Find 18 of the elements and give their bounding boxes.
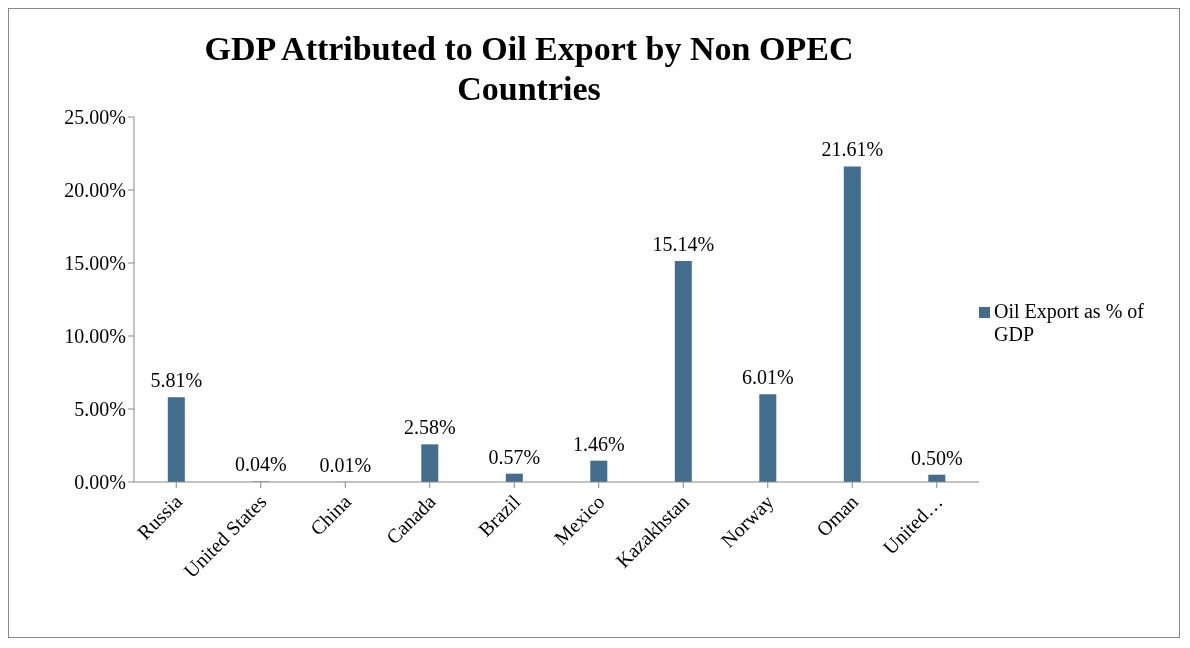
y-tick-label: 15.00% — [64, 252, 126, 275]
data-label: 0.04% — [234, 453, 287, 476]
y-tick-label: 10.00% — [64, 325, 126, 348]
data-label: 6.01% — [741, 366, 794, 389]
data-label: 15.14% — [652, 232, 715, 255]
chart-title: GDP Attributed to Oil Export by Non OPEC Countries — [203, 29, 855, 109]
data-label: 2.58% — [403, 416, 456, 439]
y-tick-label: 0.00% — [74, 471, 126, 494]
y-tick-label: 20.00% — [64, 179, 126, 202]
legend-label: Oil Export as % of GDP — [994, 300, 1145, 346]
data-label: 1.46% — [572, 432, 625, 455]
y-tick-label: 5.00% — [74, 398, 126, 421]
y-tick-label: 25.00% — [64, 106, 126, 129]
data-label: 0.57% — [488, 445, 541, 468]
data-label: 0.50% — [910, 446, 963, 469]
data-label: 0.01% — [319, 453, 372, 476]
data-label: 5.81% — [150, 369, 203, 392]
data-label: 21.61% — [821, 138, 884, 161]
